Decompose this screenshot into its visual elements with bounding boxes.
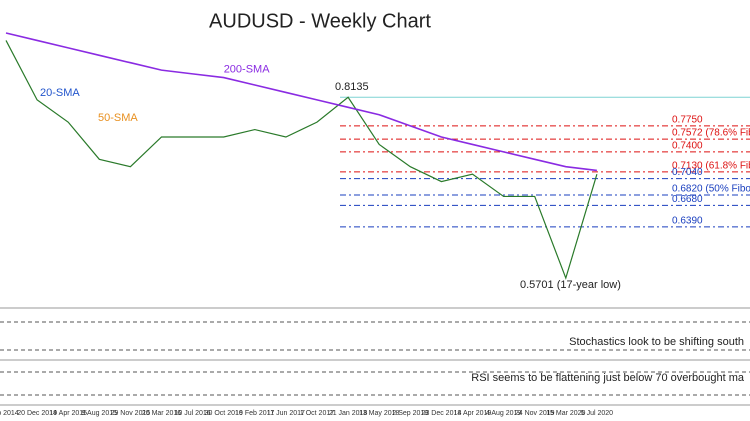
x-tick-label: 30 Oct 2016 — [205, 410, 243, 417]
x-tick-label: 14 Apr 2019 — [454, 410, 492, 417]
x-tick-label: 15 Mar 2020 — [546, 410, 585, 417]
rsi-note: RSI seems to be flattening just below 70… — [471, 372, 745, 384]
level-label: 0.7572 (78.6% Fibo — [672, 128, 750, 139]
x-tick-label: 10 Jul 2016 — [174, 410, 210, 417]
x-tick-label: 13 May 2018 — [359, 410, 400, 417]
x-tick-label: 11 Jun 2017 — [267, 410, 305, 417]
x-tick-label: 2 Sep 2018 — [392, 410, 428, 417]
stoch-note: Stochastics look to be shifting south — [569, 336, 744, 348]
x-tick-label: 1 Oct 2017 — [300, 410, 334, 417]
x-tick-label: ep 2014 — [0, 410, 19, 417]
series-line — [5, 32, 597, 172]
level-label: 0.6390 — [672, 216, 703, 227]
x-tick-label: 29 Nov 2015 — [111, 410, 151, 417]
level-label: 0.6820 (50% Fibo) — [672, 184, 750, 195]
sma-label: 20-SMA — [40, 87, 80, 99]
x-tick-label: 24 Nov 2019 — [515, 410, 555, 417]
x-tick-label: 20 Mar 2016 — [142, 410, 181, 417]
level-label: 0.8135 — [335, 81, 369, 93]
x-tick-label: 9 Aug 2015 — [82, 410, 118, 417]
x-tick-label: 5 Jul 2020 — [581, 410, 613, 417]
x-tick-label: 19 Feb 2017 — [235, 410, 274, 417]
level-label: 0.7040 — [672, 167, 703, 178]
x-tick-label: 20 Dec 2014 — [17, 410, 57, 417]
level-label: 0.7750 — [672, 114, 703, 125]
level-label: 0.7400 — [672, 140, 703, 151]
x-tick-label: 23 Dec 2018 — [422, 410, 462, 417]
series-line — [5, 40, 598, 280]
x-tick-label: 19 Apr 2015 — [49, 410, 87, 417]
series-name: 200-SMA — [224, 63, 271, 75]
x-tick-label: 21 Jan 2018 — [329, 410, 368, 417]
level-label: 0.7130 (61.8% Fibo — [672, 161, 750, 172]
low-label: 0.5701 (17-year low) — [520, 279, 621, 291]
x-tick-label: 4 Aug 2019 — [486, 410, 522, 417]
sma-label: 50-SMA — [98, 112, 138, 124]
level-label: 0.6680 — [672, 194, 703, 205]
chart-title: AUDUSD - Weekly Chart — [209, 10, 431, 32]
